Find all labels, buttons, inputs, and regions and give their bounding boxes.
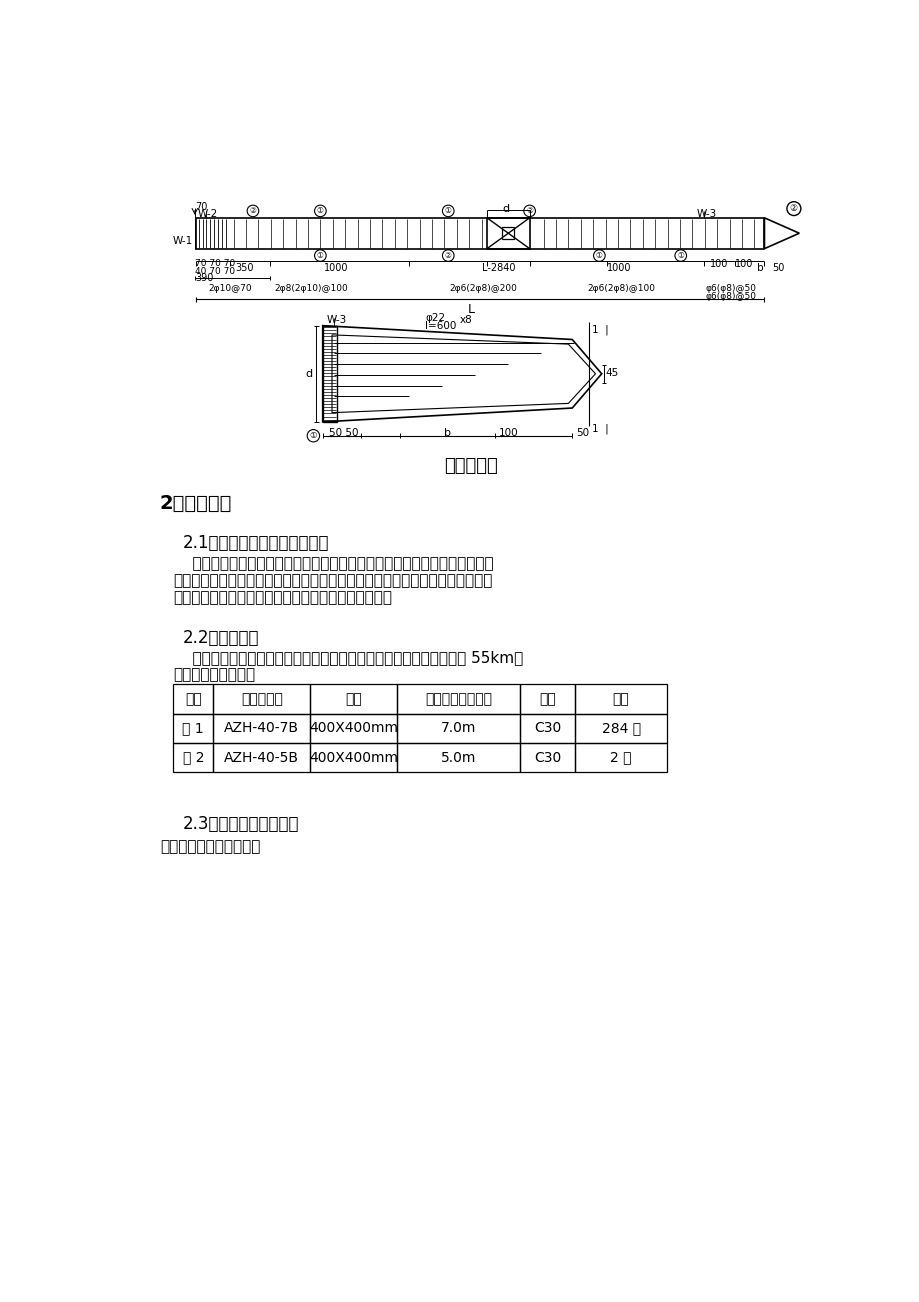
Text: W-1: W-1 [173, 237, 193, 246]
Bar [486, 217, 529, 249]
Text: 2、施工准备: 2、施工准备 [160, 493, 233, 513]
Text: 50: 50 [771, 263, 784, 273]
Text: ①: ① [310, 431, 317, 440]
Text: 强度: 强度 [539, 693, 555, 706]
Text: 数量: 数量 [612, 693, 629, 706]
Text: W-3: W-3 [326, 315, 346, 326]
Text: 案，对所有操作人员、进行安全教育和安全交底，明确施工中可能会遇到的突发: 案，对所有操作人员、进行安全教育和安全交底，明确施工中可能会遇到的突发 [173, 574, 492, 589]
Bar [310, 685, 397, 713]
Text: 2 根: 2 根 [609, 751, 631, 764]
Text: b: b [444, 428, 450, 437]
Bar [519, 685, 574, 713]
Text: 100: 100 [498, 428, 517, 437]
Text: 400X400mm: 400X400mm [309, 721, 398, 736]
Text: 70: 70 [195, 202, 207, 212]
Text: 2.1、施工人员及有关组织准备: 2.1、施工人员及有关组织准备 [183, 534, 329, 552]
Text: 400X400mm: 400X400mm [309, 751, 398, 764]
Bar [397, 743, 519, 772]
Text: C30: C30 [533, 721, 561, 736]
Text: L: L [468, 302, 474, 315]
Text: 危险状况及处理措施，保证施工操作人员的生命安全。: 危险状况及处理措施，保证施工操作人员的生命安全。 [173, 591, 391, 605]
Bar [397, 685, 519, 713]
Bar [213, 713, 310, 743]
Text: 50: 50 [575, 428, 588, 437]
Text: ①: ① [444, 207, 451, 215]
Text: 2φ10@70: 2φ10@70 [208, 284, 252, 293]
Text: 根据相应工程进度安排技术、测量人员，施工前编制安全技术交底及应急预: 根据相应工程进度安排技术、测量人员，施工前编制安全技术交底及应急预 [173, 557, 494, 572]
Text: 2.3、主要施工机具准备: 2.3、主要施工机具准备 [183, 815, 300, 832]
Text: 100: 100 [734, 259, 753, 270]
Bar [502, 228, 514, 240]
Text: 1  |: 1 | [591, 324, 607, 335]
Text: 序号: 序号 [185, 693, 201, 706]
Text: 1000: 1000 [607, 263, 631, 273]
Bar [519, 743, 574, 772]
Text: 规格: 规格 [345, 693, 362, 706]
Bar [323, 326, 336, 422]
Text: 284 根: 284 根 [601, 721, 640, 736]
Text: x8: x8 [460, 315, 472, 326]
Text: φ6(φ8)@50: φ6(φ8)@50 [705, 284, 755, 293]
Text: 100: 100 [709, 259, 728, 270]
Text: 45: 45 [605, 367, 618, 378]
Bar [196, 217, 764, 249]
Text: 5.0m: 5.0m [440, 751, 475, 764]
Text: b: b [756, 263, 763, 273]
Text: W-2: W-2 [198, 208, 218, 219]
Text: 390: 390 [195, 273, 213, 284]
Text: d: d [502, 204, 509, 214]
Text: 本工程需准备预制钢筋混凝土方桩，从天津静海县运到施工现场运距 55km，: 本工程需准备预制钢筋混凝土方桩，从天津静海县运到施工现场运距 55km， [173, 651, 523, 665]
Text: d: d [305, 368, 312, 379]
Bar [173, 743, 213, 772]
Text: 50 50: 50 50 [329, 428, 358, 437]
Bar [213, 685, 310, 713]
Text: 40 70 70: 40 70 70 [195, 267, 234, 276]
Bar [173, 713, 213, 743]
Text: 主要施工机具配置计划：: 主要施工机具配置计划： [160, 840, 260, 854]
Text: 2.2、材料准备: 2.2、材料准备 [183, 629, 259, 647]
Text: ①: ① [316, 207, 323, 215]
Text: 1000: 1000 [323, 263, 348, 273]
Text: 2φ8(2φ10)@100: 2φ8(2φ10)@100 [274, 284, 347, 293]
Text: ②: ② [249, 207, 256, 215]
Text: φ22: φ22 [425, 314, 445, 323]
Text: ①: ① [676, 251, 684, 260]
Text: 70 70 70: 70 70 70 [195, 259, 235, 268]
Text: 桩身配筋图: 桩身配筋图 [444, 457, 498, 474]
Bar [397, 713, 519, 743]
Text: 7.0m: 7.0m [440, 721, 475, 736]
Text: ②: ② [789, 204, 797, 214]
Text: ①: ① [596, 251, 602, 260]
Text: 长度（不含桩尖）: 长度（不含桩尖） [425, 693, 492, 706]
Text: 1  |: 1 | [591, 423, 607, 434]
Text: 其规格、数量如下：: 其规格、数量如下： [173, 668, 255, 682]
Text: 2φ6(2φ8)@100: 2φ6(2φ8)@100 [587, 284, 655, 293]
Text: L-2840: L-2840 [481, 263, 515, 273]
Bar [213, 743, 310, 772]
Text: 桩 2: 桩 2 [182, 751, 204, 764]
Bar [519, 713, 574, 743]
Text: 2φ6(2φ8)@200: 2φ6(2φ8)@200 [449, 284, 517, 293]
Text: 350: 350 [235, 263, 254, 273]
Bar [574, 685, 666, 713]
Text: W-3: W-3 [696, 208, 716, 219]
Bar [310, 713, 397, 743]
Bar [574, 743, 666, 772]
Bar [574, 713, 666, 743]
Text: l=600: l=600 [425, 322, 456, 331]
Text: ①: ① [316, 251, 323, 260]
Text: ②: ② [444, 251, 451, 260]
Text: AZH-40-7B: AZH-40-7B [224, 721, 299, 736]
Text: C30: C30 [533, 751, 561, 764]
Text: 桩 1: 桩 1 [182, 721, 204, 736]
Text: AZH-40-5B: AZH-40-5B [224, 751, 299, 764]
Text: φ6(φ8)@50: φ6(φ8)@50 [705, 292, 755, 301]
Text: ②: ② [526, 207, 532, 215]
Bar [310, 743, 397, 772]
Bar [173, 685, 213, 713]
Text: 预制桩编号: 预制桩编号 [241, 693, 282, 706]
